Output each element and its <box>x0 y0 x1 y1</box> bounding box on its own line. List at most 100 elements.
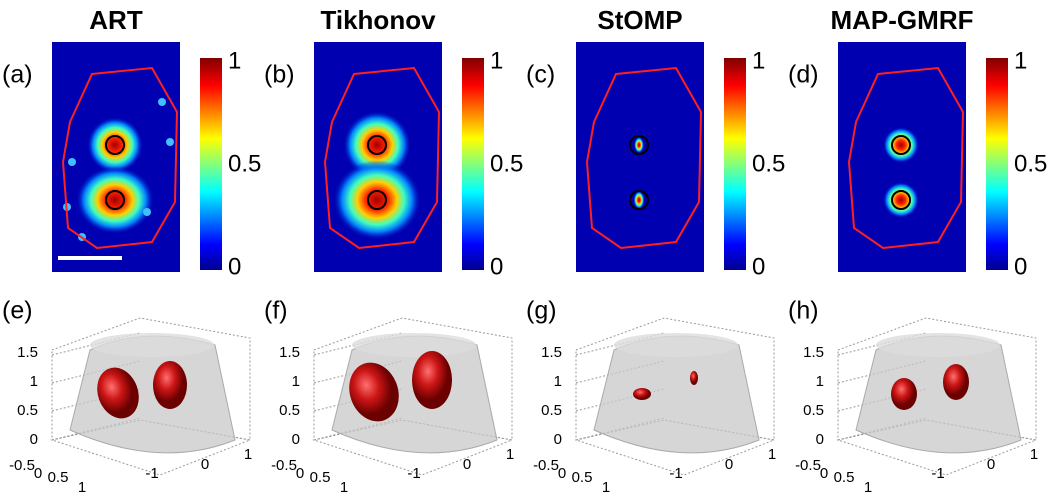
x-tick-label: 1 <box>864 479 872 494</box>
colorbar-tick-label: 0 <box>228 253 241 280</box>
z-tick-label: 1.5 <box>803 344 824 361</box>
target-surface <box>943 364 969 400</box>
panel: StOMP(c)(g)10.501.510.50-0.50 0.51-101 <box>526 5 785 494</box>
z-tick-label: 1.5 <box>279 344 300 361</box>
tissue-top <box>614 333 738 357</box>
y-tick-label: 0 <box>201 456 209 473</box>
colorbar-tick-label: 0.5 <box>228 150 261 177</box>
panel-label: (b) <box>264 61 295 89</box>
colorbar-tick-label: 1 <box>490 47 503 74</box>
target-surface <box>97 367 139 419</box>
target-surface <box>633 388 651 400</box>
intensity-blob <box>75 166 155 234</box>
tissue-top <box>90 333 214 357</box>
colorbar <box>724 58 746 270</box>
y-tick-label: 0 <box>987 456 995 473</box>
x-tick-label: -0.5 <box>271 457 297 474</box>
tissue-top <box>876 333 1000 357</box>
panel: MAP-GMRF(d)(h)10.501.510.50-0.50 0.51-101 <box>788 5 1047 494</box>
x-tick-label: 1 <box>78 479 86 494</box>
colorbar-tick-label: 0 <box>490 253 503 280</box>
x-tick-label: -0.5 <box>9 457 35 474</box>
panel-title: MAP-GMRF <box>831 5 974 35</box>
y-tick-label: 1 <box>506 446 514 463</box>
intensity-blob <box>883 182 919 218</box>
x-tick-label: 0.5 <box>310 469 331 486</box>
target-circle <box>105 190 125 210</box>
y-tick-label: -1 <box>145 465 158 482</box>
x-tick-label: 1 <box>340 479 348 494</box>
y-tick-label: 0 <box>463 456 471 473</box>
x-tick-label: 0.5 <box>572 469 593 486</box>
panel-label: (c) <box>526 61 555 89</box>
target-circle <box>629 135 649 155</box>
z-tick-label: 0 <box>816 431 824 448</box>
colorbar <box>462 58 484 270</box>
panel-title: Tikhonov <box>320 5 436 35</box>
intensity-blob <box>883 127 919 163</box>
image-background <box>576 42 704 272</box>
colorbar-tick-label: 1 <box>752 47 765 74</box>
tissue-outline <box>585 66 703 250</box>
tissue-top <box>352 333 476 357</box>
tissue-outline <box>61 66 179 250</box>
y-tick-label: 1 <box>768 446 776 463</box>
z-tick-label: 0 <box>30 431 38 448</box>
target-surface <box>891 378 917 410</box>
x-tick-label: 1 <box>602 479 610 494</box>
x-tick-label: 0 <box>820 465 828 482</box>
y-tick-label: -1 <box>931 465 944 482</box>
colorbar-tick-label: 0 <box>752 253 765 280</box>
z-tick-label: 1 <box>292 373 300 390</box>
x-tick-label: 0 <box>558 465 566 482</box>
artifact <box>143 208 151 216</box>
x-tick-label: 0.5 <box>48 469 69 486</box>
z-tick-label: 1 <box>816 373 824 390</box>
target-circle <box>629 190 649 210</box>
target-surface <box>412 351 452 409</box>
colorbar-tick-label: 0.5 <box>1014 150 1047 177</box>
artifact <box>158 98 166 106</box>
colorbar-tick-label: 1 <box>228 47 241 74</box>
y-tick-label: -1 <box>669 465 682 482</box>
x-tick-label: -0.5 <box>795 457 821 474</box>
target-surface <box>153 361 187 409</box>
colorbar <box>986 58 1008 270</box>
panel-label: (e) <box>2 297 33 325</box>
panel-title: StOMP <box>597 5 682 35</box>
intensity-blob <box>633 191 645 209</box>
target-circle <box>367 135 387 155</box>
z-tick-label: 0.5 <box>803 402 824 419</box>
y-tick-label: 1 <box>1030 446 1038 463</box>
z-tick-label: 0.5 <box>279 402 300 419</box>
colorbar-tick-label: 1 <box>1014 47 1027 74</box>
panel-label: (h) <box>788 297 819 325</box>
y-tick-label: 1 <box>244 446 252 463</box>
target-surface <box>690 371 698 385</box>
colorbar-tick-label: 0.5 <box>752 150 785 177</box>
z-tick-label: 0.5 <box>17 402 38 419</box>
panel-label: (g) <box>526 297 557 325</box>
y-tick-label: -1 <box>407 465 420 482</box>
panel-title: ART <box>89 5 143 35</box>
x-tick-label: 0.5 <box>834 469 855 486</box>
z-tick-label: 0 <box>554 431 562 448</box>
target-circle <box>891 190 911 210</box>
tissue-outline <box>323 66 441 250</box>
x-tick-label: 0 <box>34 465 42 482</box>
z-tick-label: 0 <box>292 431 300 448</box>
colorbar-tick-label: 0.5 <box>490 150 523 177</box>
panel: Tikhonov(b)(f)10.501.510.50-0.50 0.51-101 <box>264 5 523 494</box>
z-tick-label: 1.5 <box>17 344 38 361</box>
target-circle <box>891 135 911 155</box>
z-tick-label: 0.5 <box>541 402 562 419</box>
artifact <box>166 138 174 146</box>
intensity-blob <box>87 117 143 173</box>
target-circle <box>105 135 125 155</box>
intensity-blob <box>634 137 644 153</box>
x-tick-label: -0.5 <box>533 457 559 474</box>
intensity-blob <box>333 160 421 240</box>
tissue-outline <box>847 66 965 250</box>
target-circle <box>367 190 387 210</box>
